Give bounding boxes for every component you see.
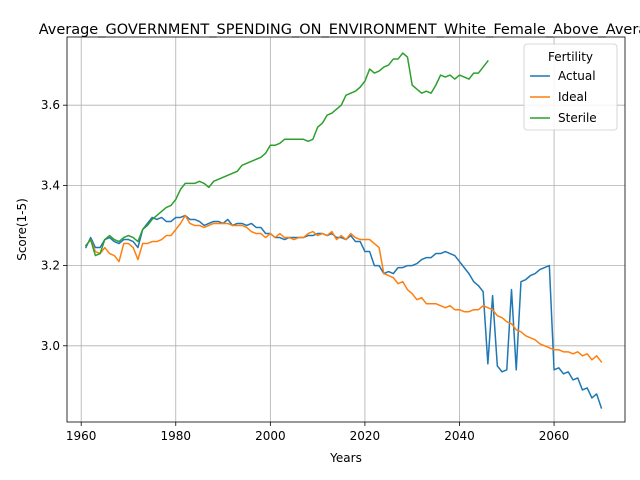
x-tick-label: 2000 xyxy=(255,429,286,443)
legend: Fertility Actual Ideal Sterile xyxy=(523,43,618,131)
y-tick-label: 3.4 xyxy=(41,178,60,192)
series-line-ideal xyxy=(84,214,603,363)
chart-title: Average_GOVERNMENT_SPENDING_ON_ENVIRONME… xyxy=(39,22,640,38)
y-tick-label: 3.6 xyxy=(41,98,60,112)
y-tick-label: 3.2 xyxy=(41,259,60,273)
legend-box xyxy=(523,43,618,131)
plot-frame xyxy=(66,36,626,423)
x-tick-label: 2020 xyxy=(350,429,381,443)
y-axis-label: Score(1-5) xyxy=(15,198,29,261)
legend-title: Fertility xyxy=(548,50,593,64)
x-axis-label: Years xyxy=(329,451,362,465)
axis-ticks: 1960 1980 2000 2020 2040 2060 3.0 3.2 3.4 3.6 xyxy=(41,98,569,443)
legend-label-sterile: Sterile xyxy=(558,111,597,125)
legend-label-actual: Actual xyxy=(558,69,596,83)
x-tick-label: 2040 xyxy=(444,429,475,443)
x-tick-label: 1980 xyxy=(160,429,191,443)
series-lines xyxy=(84,52,603,409)
series-line-sterile xyxy=(84,52,489,257)
y-tick-label: 3.0 xyxy=(41,339,60,353)
legend-label-ideal: Ideal xyxy=(558,90,587,104)
x-tick-label: 2060 xyxy=(539,429,570,443)
x-tick-label: 1960 xyxy=(66,429,97,443)
series-line-actual xyxy=(84,214,603,409)
